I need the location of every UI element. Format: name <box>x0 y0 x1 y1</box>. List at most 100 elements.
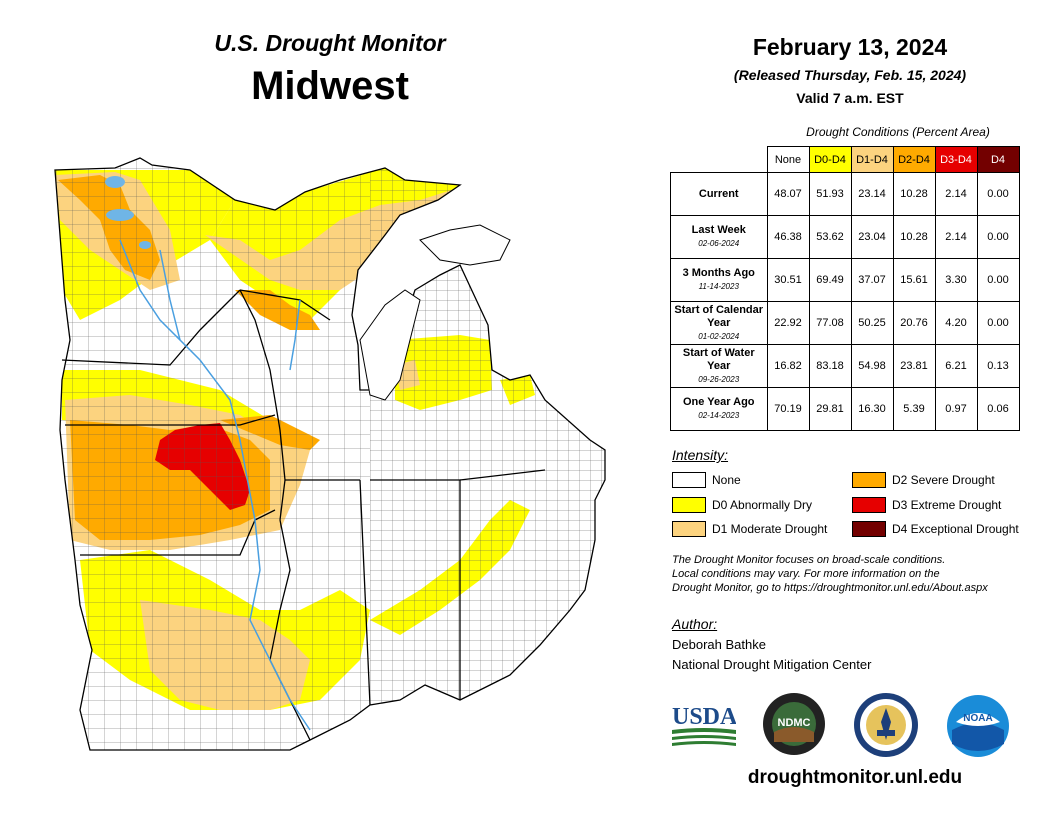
row-date: 09-26-2023 <box>698 374 740 384</box>
author-organization: National Drought Mitigation Center <box>672 657 872 672</box>
ndmc-logo: NDMC <box>762 692 826 756</box>
legend-item: D3 Extreme Drought <box>852 497 1001 513</box>
note-line: The Drought Monitor focuses on broad-sca… <box>672 554 946 566</box>
table-row: 3 Months Ago 11-14-2023 30.51 69.49 37.07 15.… <box>670 258 1020 302</box>
legend-label: D4 Exceptional Drought <box>892 522 1019 536</box>
noaa-logo-text: NOAA <box>963 713 992 724</box>
table-cell: 3.30 <box>934 258 978 302</box>
drought-stats-table: None D0-D4 D1-D4 D2-D4 D3-D4 D4 Current 4… <box>670 146 1020 431</box>
table-cell: 50.25 <box>850 301 894 345</box>
table-cell: 23.04 <box>850 215 894 259</box>
table-cell: 15.61 <box>892 258 936 302</box>
legend-item: None <box>672 472 741 488</box>
row-label-text: 3 Months Ago <box>682 267 755 279</box>
legend-swatch <box>672 472 706 488</box>
legend-item: D1 Moderate Drought <box>672 521 827 537</box>
row-label-text: Start of Calendar Year <box>674 303 764 329</box>
table-cell: 0.00 <box>976 258 1020 302</box>
column-header: None <box>766 146 810 173</box>
table-cell: 0.13 <box>976 344 1020 388</box>
author-name: Deborah Bathke <box>672 637 766 652</box>
legend-label: D3 Extreme Drought <box>892 498 1002 512</box>
table-cell: 23.14 <box>850 172 894 216</box>
table-cell: 77.08 <box>808 301 852 345</box>
disclaimer-note: The Drought Monitor focuses on broad-sca… <box>672 553 1042 595</box>
table-cell: 22.92 <box>766 301 810 345</box>
table-caption: Drought Conditions (Percent Area) <box>806 125 990 139</box>
legend-label: D2 Severe Drought <box>892 473 995 487</box>
map-title: Midwest <box>251 64 409 108</box>
drought-map <box>54 157 606 751</box>
table-cell: 69.49 <box>808 258 852 302</box>
website-url[interactable]: droughtmonitor.unl.edu <box>747 767 963 788</box>
table-row: Last Week 02-06-2024 46.38 53.62 23.04 10.28 2… <box>670 215 1020 259</box>
great-lakes <box>359 224 511 401</box>
legend-item: D4 Exceptional Drought <box>852 521 1019 537</box>
column-header: D3-D4 <box>934 146 978 173</box>
table-header-row: None D0-D4 D1-D4 D2-D4 D3-D4 D4 <box>670 146 1020 173</box>
table-row: Current 48.07 51.93 23.14 10.28 2.14 0.00 <box>670 172 1020 216</box>
legend-label: D0 Abnormally Dry <box>712 498 813 512</box>
author-heading: Author: <box>672 616 718 632</box>
usda-logo-text: USDA <box>672 704 736 730</box>
lake-huron-north <box>419 224 511 266</box>
table-body: Current 48.07 51.93 23.14 10.28 2.14 0.00 Last … <box>670 172 1020 431</box>
state-boundaries <box>54 157 606 751</box>
table-cell: 83.18 <box>808 344 852 388</box>
table-row: Start of Calendar Year 01-02-2024 22.92 77.… <box>670 301 1020 345</box>
table-cell: 53.62 <box>808 215 852 259</box>
release-date: (Released Thursday, Feb. 15, 2024) <box>733 67 967 83</box>
legend-title: Intensity: <box>672 447 729 463</box>
table-cell: 70.19 <box>766 387 810 431</box>
column-header: D0-D4 <box>808 146 852 173</box>
legend-label: D1 Moderate Drought <box>712 522 828 536</box>
ndmc-logo-text: NDMC <box>778 717 811 729</box>
lake-michigan <box>359 289 421 401</box>
legend-swatch <box>852 472 886 488</box>
legend-swatch <box>852 521 886 537</box>
table-cell: 0.00 <box>976 215 1020 259</box>
table-cell: 2.14 <box>934 172 978 216</box>
row-label-text: Start of Water Year <box>682 346 755 372</box>
table-cell: 51.93 <box>808 172 852 216</box>
small-lakes <box>105 176 151 249</box>
legend-swatch <box>852 497 886 513</box>
row-label: Start of Calendar Year 01-02-2024 <box>670 301 768 345</box>
table-cell: 4.20 <box>934 301 978 345</box>
table-cell: 29.81 <box>808 387 852 431</box>
column-header: D1-D4 <box>850 146 894 173</box>
table-cell: 46.38 <box>766 215 810 259</box>
header-blank <box>670 146 768 173</box>
table-cell: 10.28 <box>892 215 936 259</box>
table-cell: 37.07 <box>850 258 894 302</box>
table-cell: 2.14 <box>934 215 978 259</box>
map-region <box>55 158 605 750</box>
row-label: One Year Ago 02-14-2023 <box>670 387 768 431</box>
map-subtitle: U.S. Drought Monitor <box>214 30 446 56</box>
legend-item: D0 Abnormally Dry <box>672 497 812 513</box>
table-cell: 16.82 <box>766 344 810 388</box>
legend-label: None <box>712 473 741 487</box>
table-cell: 0.00 <box>976 172 1020 216</box>
table-cell: 30.51 <box>766 258 810 302</box>
table-row: One Year Ago 02-14-2023 70.19 29.81 16.30 5.3… <box>670 387 1020 431</box>
row-label-text: Current <box>698 187 739 200</box>
table-cell: 20.76 <box>892 301 936 345</box>
row-date: 11-14-2023 <box>698 282 739 291</box>
row-label: Last Week 02-06-2024 <box>670 215 768 259</box>
row-label: Current <box>670 172 768 216</box>
row-date: 02-14-2023 <box>698 411 740 420</box>
row-label-text: One Year Ago <box>682 396 755 408</box>
row-label-text: Last Week <box>691 224 746 236</box>
table-cell: 6.21 <box>934 344 978 388</box>
table-cell: 10.28 <box>892 172 936 216</box>
row-label: 3 Months Ago 11-14-2023 <box>670 258 768 302</box>
table-cell: 54.98 <box>850 344 894 388</box>
column-header: D2-D4 <box>892 146 936 173</box>
table-cell: 0.00 <box>976 301 1020 345</box>
table-cell: 0.97 <box>934 387 978 431</box>
legend-swatch <box>672 521 706 537</box>
table-cell: 0.06 <box>976 387 1020 431</box>
note-line: Local conditions may vary. For more info… <box>672 568 940 580</box>
table-row: Start of Water Year 09-26-2023 16.82 83.18 5… <box>670 344 1020 388</box>
